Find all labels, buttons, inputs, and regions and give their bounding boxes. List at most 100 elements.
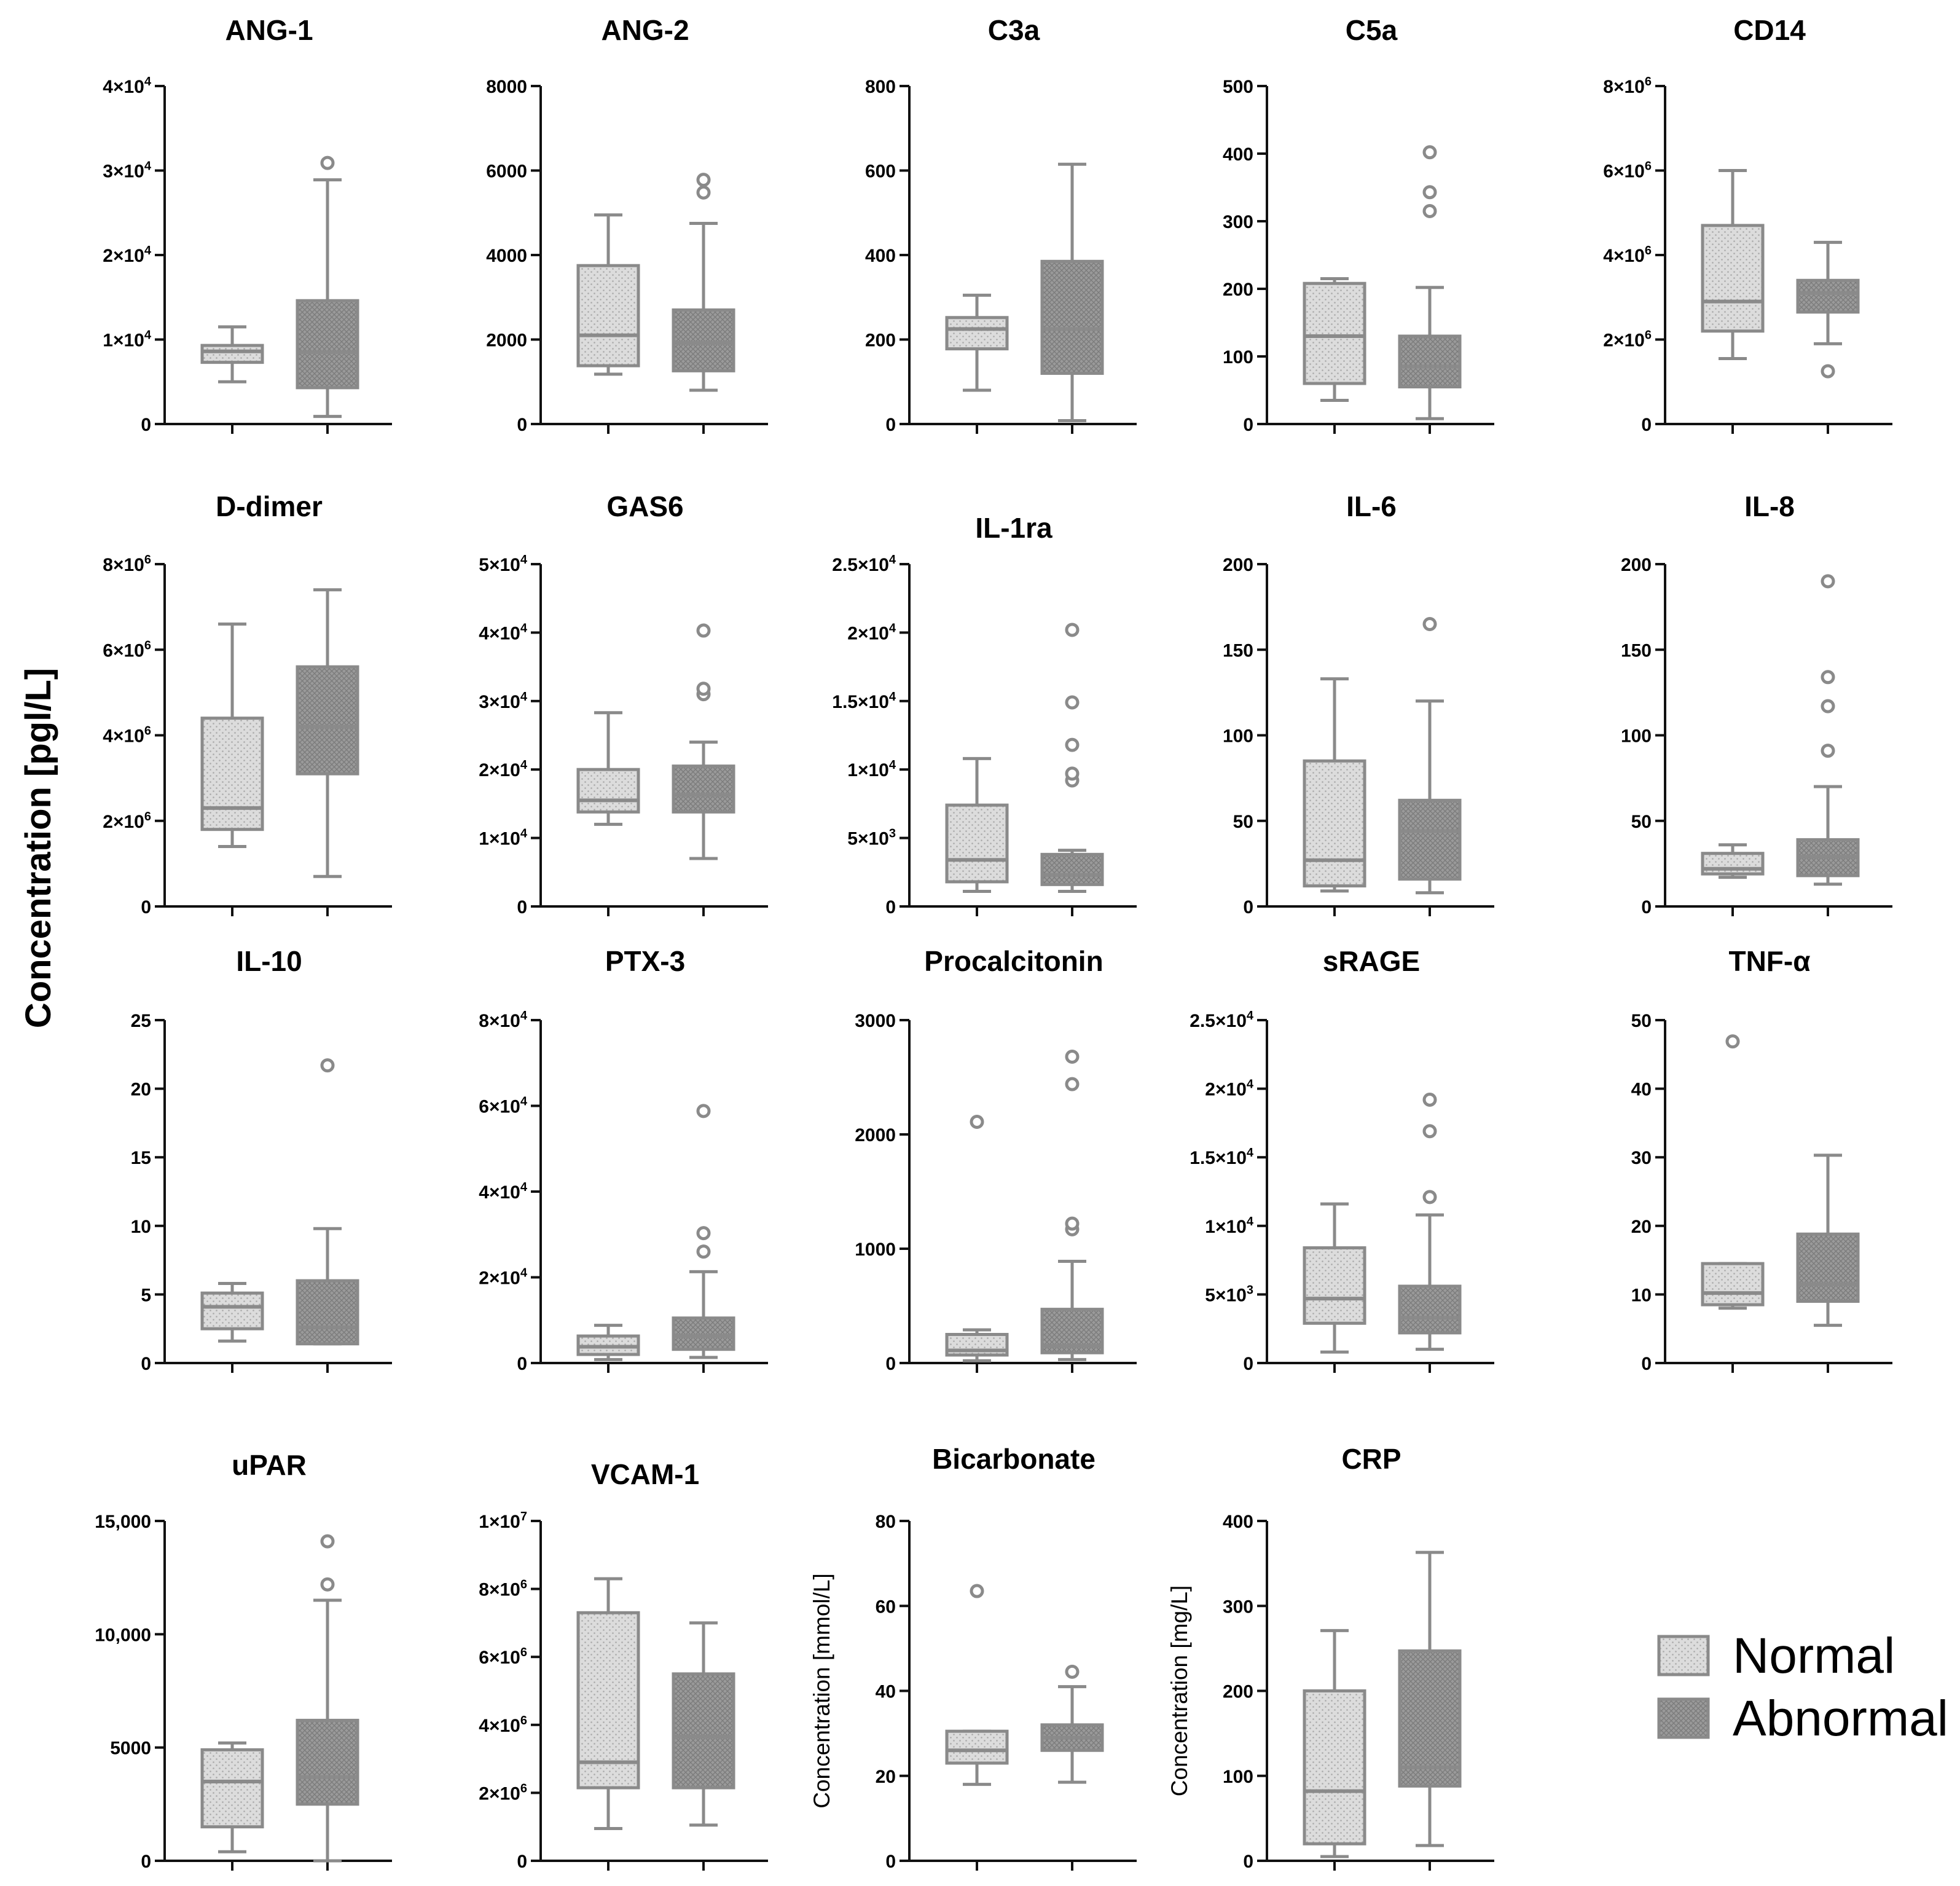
y-tick-label: 600 [865, 162, 896, 182]
y-tick-label: 2×106 [479, 1782, 527, 1804]
y-tick-label: 4×104 [479, 1181, 528, 1203]
y-tick-label: 800 [865, 77, 896, 97]
y-tick-label: 0 [517, 1852, 527, 1872]
panel-title-crp: CRP [1341, 1443, 1401, 1475]
y-tick-label: 0 [885, 415, 896, 435]
y-tick-label: 6000 [486, 162, 527, 182]
panel-title-upar: uPAR [232, 1449, 307, 1481]
y-tick-label: 4×104 [103, 75, 152, 97]
y-tick-label: 5×103 [1205, 1283, 1253, 1305]
y-tick-label: 1.5×104 [1190, 1146, 1254, 1168]
panel-il-1ra: IL-1ra 0 5×103 1×104 1.5×104 2×104 2.5×104 [832, 512, 1137, 917]
box-normal [1701, 224, 1765, 333]
box-abnormal [672, 1672, 735, 1790]
box-normal [1303, 1689, 1366, 1845]
y-tick-label: 300 [1223, 1597, 1253, 1617]
legend-label-normal: Normal [1733, 1628, 1895, 1684]
y-tick-label: 0 [1641, 415, 1652, 435]
panel-title-il-8: IL-8 [1744, 490, 1795, 522]
panel-srage: sRAGE 0 5×103 1×104 1.5×104 2×104 2.5×104 [1190, 945, 1494, 1374]
panel-c3a: C3a 0 200 400 600 800 [865, 14, 1137, 435]
y-tick-label: 0 [1243, 1852, 1253, 1872]
panel-ang-2: ANG-2 0 2000 4000 6000 8000 [486, 14, 768, 435]
panel-crp: CRP 0 100 200 300 400 Concentration [mg/L] [1167, 1443, 1494, 1872]
box-normal [945, 803, 1009, 884]
box-normal [576, 1611, 640, 1790]
box-normal [945, 316, 1009, 351]
panel-gas6: GAS6 0 1×104 2×104 3×104 4×104 5×104 [479, 490, 768, 917]
panel-title-cd14: CD14 [1733, 14, 1806, 46]
box-abnormal [1040, 259, 1104, 375]
panel-ptx-3: PTX-3 0 2×104 4×104 6×104 8×104 [479, 945, 768, 1374]
y-tick-label: 150 [1223, 640, 1253, 661]
y-tick-label: 0 [141, 1852, 151, 1872]
panel-title-c3a: C3a [988, 14, 1040, 46]
panel-y-axis-label: Concentration [mmol/L] [809, 1573, 834, 1809]
box-abnormal [296, 1718, 359, 1806]
box-normal [1303, 759, 1366, 888]
panel-cd14: CD14 0 2×106 4×106 6×106 8×106 [1603, 14, 1892, 435]
outlier-point-abnormal [696, 1104, 711, 1118]
y-tick-label: 1×104 [103, 329, 152, 351]
y-tick-label: 4×106 [103, 725, 151, 747]
panel-il-10: IL-10 0 5 10 15 20 25 [131, 945, 392, 1374]
y-tick-label: 5 [141, 1285, 151, 1305]
y-tick-label: 100 [1223, 726, 1253, 747]
y-tick-label: 0 [885, 1852, 896, 1872]
y-tick-label: 3000 [855, 1011, 896, 1031]
box-abnormal [672, 764, 735, 814]
y-tick-label: 400 [865, 246, 896, 266]
panel-title-bicarbonate: Bicarbonate [932, 1443, 1096, 1475]
outlier-point-abnormal [1065, 695, 1080, 710]
y-tick-label: 2.5×104 [832, 553, 896, 575]
y-tick-label: 6×106 [479, 1646, 527, 1668]
global-y-axis-label: Concentration [pgl/L] [18, 668, 58, 1028]
y-tick-label: 500 [1223, 77, 1253, 97]
y-tick-label: 1000 [855, 1240, 896, 1260]
box-normal [576, 768, 640, 814]
box-normal [200, 344, 264, 364]
outlier-point-normal [1725, 1034, 1740, 1049]
y-tick-label: 200 [1223, 555, 1253, 575]
box-abnormal [1398, 798, 1462, 881]
y-tick-label: 0 [517, 415, 527, 435]
y-tick-label: 200 [1621, 555, 1652, 575]
y-tick-label: 50 [1631, 1011, 1652, 1031]
y-tick-label: 0 [1243, 897, 1253, 917]
y-tick-label: 0 [1243, 415, 1253, 435]
legend-swatch-abnormal [1657, 1697, 1710, 1739]
panel-title-il-6: IL-6 [1346, 490, 1397, 522]
y-tick-label: 20 [131, 1080, 151, 1100]
y-tick-label: 50 [1233, 812, 1253, 832]
y-tick-label: 200 [1223, 1682, 1253, 1702]
box-abnormal [1796, 278, 1860, 314]
panel-title-gas6: GAS6 [606, 490, 683, 522]
panel-vcam-1: VCAM-1 0 2×106 4×106 6×106 8×106 1×107 [479, 1458, 768, 1872]
outlier-point-abnormal [1422, 204, 1437, 218]
y-tick-label: 10 [131, 1217, 151, 1237]
panel-procalcitonin: Procalcitonin 0 1000 2000 3000 [855, 945, 1137, 1374]
y-tick-label: 0 [517, 897, 527, 917]
y-tick-label: 0 [141, 1354, 151, 1374]
panel-il-6: IL-6 0 50 100 150 200 [1223, 490, 1494, 917]
y-tick-label: 4×106 [479, 1714, 527, 1736]
box-normal [200, 717, 264, 831]
box-abnormal [1398, 334, 1462, 388]
y-tick-label: 2.5×104 [1190, 1009, 1254, 1031]
y-tick-label: 40 [1631, 1080, 1652, 1100]
outlier-point-abnormal [1065, 623, 1080, 637]
y-tick-label: 1.5×104 [832, 690, 896, 712]
panel-title-vcam-1: VCAM-1 [591, 1458, 699, 1490]
y-tick-label: 2×106 [1603, 329, 1652, 351]
y-tick-label: 400 [1223, 144, 1253, 165]
box-normal [576, 264, 640, 367]
y-tick-label: 6×106 [103, 638, 151, 661]
y-tick-label: 5×103 [847, 827, 896, 849]
panel-il-8: IL-8 0 50 100 150 200 [1621, 490, 1892, 917]
panel-bicarbonate: Bicarbonate 0 20 40 60 80 Concentration [mmol/… [809, 1443, 1137, 1872]
outlier-point-abnormal [1065, 1077, 1080, 1091]
y-tick-label: 4×106 [1603, 244, 1652, 266]
box-abnormal [1796, 1232, 1860, 1303]
y-tick-label: 4×104 [479, 621, 528, 643]
y-tick-label: 1×104 [1205, 1215, 1254, 1237]
